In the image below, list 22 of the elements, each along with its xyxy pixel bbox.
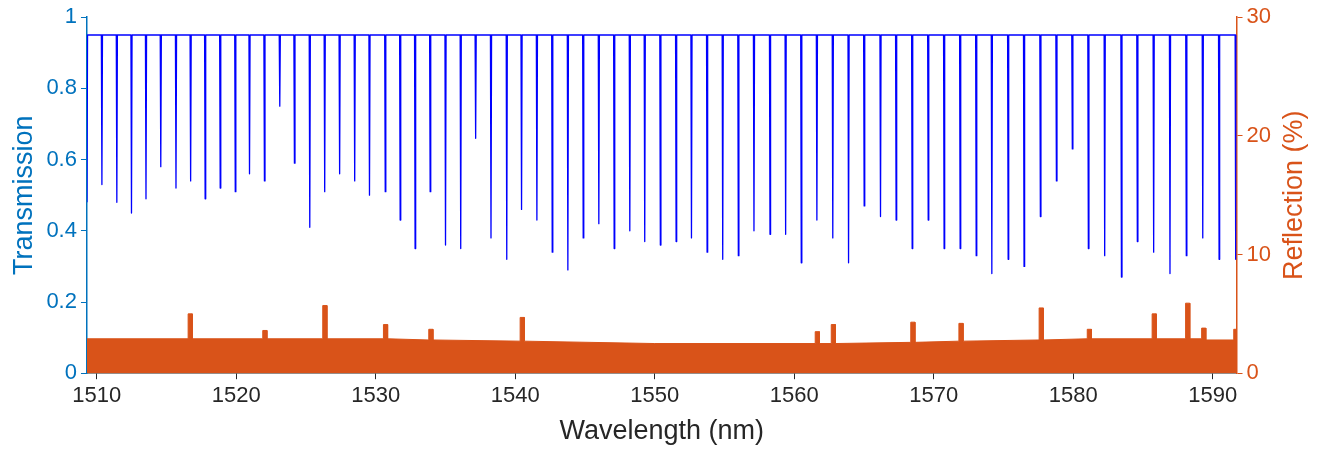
x-axis-title: Wavelength (nm) bbox=[559, 415, 765, 446]
y-tick-label: 0 bbox=[64, 359, 77, 385]
x-tick-label: 1580 bbox=[1048, 382, 1098, 408]
y-tick-label: 0.6 bbox=[46, 145, 77, 171]
x-tick-label: 1590 bbox=[1188, 382, 1238, 408]
y-tick-label: 1 bbox=[64, 3, 77, 29]
x-tick-label: 1540 bbox=[490, 382, 540, 408]
x-tick-label: 1560 bbox=[769, 382, 819, 408]
y-tick-label: 0.8 bbox=[46, 74, 77, 100]
x-tick-label: 1510 bbox=[72, 382, 122, 408]
x-tick-label: 1550 bbox=[630, 382, 680, 408]
y-axis-title: Transmission bbox=[7, 115, 38, 275]
y2-tick-label: 10 bbox=[1246, 240, 1272, 266]
y2-tick-label: 0 bbox=[1246, 359, 1259, 385]
y-tick-label: 0.4 bbox=[46, 216, 77, 242]
y2-axis-title: Reflection (%) bbox=[1278, 110, 1309, 280]
y2-tick-label: 30 bbox=[1246, 3, 1272, 29]
y-tick-label: 0.2 bbox=[46, 288, 77, 314]
x-tick-label: 1570 bbox=[909, 382, 959, 408]
y2-tick-label: 20 bbox=[1246, 121, 1272, 147]
x-tick-label: 1530 bbox=[351, 382, 401, 408]
x-tick-label: 1520 bbox=[211, 382, 261, 408]
